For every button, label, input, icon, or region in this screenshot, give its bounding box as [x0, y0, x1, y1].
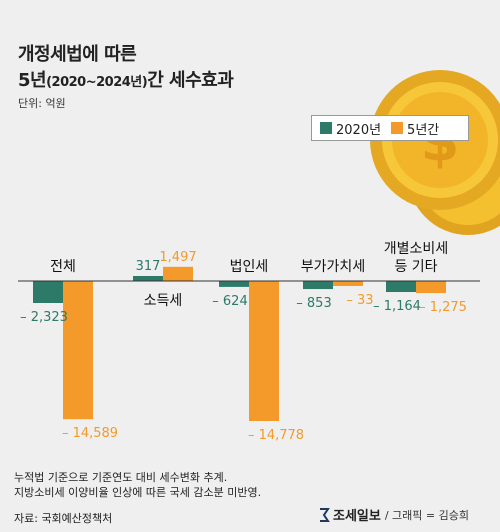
legend-swatch-5yr	[391, 122, 404, 134]
bar-2020-4	[386, 281, 416, 293]
value-label-2020-0: – 2,323	[20, 310, 68, 325]
legend-label-2020: 2020년	[336, 122, 382, 138]
chart-title-line2: 5년(2020~2024년)간 세수효과	[18, 66, 234, 92]
value-label-5yr-3: – 33	[346, 293, 373, 308]
title-part-a: 5년	[18, 70, 47, 91]
category-label-0-0: 전체	[50, 259, 76, 275]
value-label-2020-2: – 624	[212, 294, 247, 309]
footnote-line1: 누적법 기준으로 기준연도 대비 세수변화 추계.	[14, 471, 228, 484]
title-part-c: 간 세수효과	[147, 70, 234, 91]
legend-item-5yr: 5년간	[391, 119, 439, 138]
bar-5yr-3	[333, 281, 363, 286]
title-period: (2020~2024년)	[46, 75, 148, 90]
value-label-2020-1: 317	[136, 259, 161, 274]
brand-name: 조세일보	[333, 509, 381, 524]
value-label-5yr-4: – 1,275	[419, 300, 467, 315]
footnote: 누적법 기준으로 기준연도 대비 세수변화 추계. 지방소비세 이양비율 인상에…	[14, 470, 261, 500]
brand: 조세일보 / 그래픽 = 김승희	[318, 505, 469, 524]
value-label-5yr-0: – 14,589	[62, 426, 118, 441]
legend-label-5yr: 5년간	[407, 122, 440, 138]
category-label-4-1: 등 기타	[394, 259, 437, 275]
bar-2020-3	[303, 281, 333, 290]
graphic-credit: / 그래픽 = 김승희	[384, 508, 469, 522]
brand-logo-icon	[320, 507, 330, 522]
value-label-5yr-1: 1,497	[159, 250, 196, 265]
category-label-4-0: 개별소비세	[384, 241, 448, 257]
legend-item-2020: 2020년	[320, 119, 381, 138]
bar-5yr-4	[416, 281, 446, 294]
chart-title-line1: 개정세법에 따른	[18, 44, 137, 65]
value-label-2020-4: – 1,164	[373, 299, 421, 314]
bar-2020-0	[33, 281, 63, 304]
bar-2020-2	[219, 281, 249, 287]
category-label-1-0: 소득세	[144, 293, 183, 309]
category-label-3-0: 부가가치세	[301, 259, 365, 275]
bar-5yr-1	[163, 266, 193, 281]
legend: 2020년 5년간	[311, 115, 469, 141]
category-label-2-0: 법인세	[230, 259, 269, 275]
bar-5yr-2	[249, 281, 279, 421]
footnote-line2: 지방소비세 이양비율 인상에 따른 국세 감소분 미반영.	[14, 486, 262, 499]
source-note: 자료: 국회예산정책처	[14, 512, 113, 525]
coin-illustration: $	[370, 70, 500, 235]
unit-label: 단위: 억원	[18, 97, 66, 110]
bar-5yr-0	[63, 281, 93, 420]
bar-2020-1	[133, 276, 163, 281]
value-label-2020-3: – 853	[296, 296, 331, 311]
value-label-5yr-2: – 14,778	[248, 428, 304, 443]
legend-swatch-2020	[320, 122, 332, 134]
